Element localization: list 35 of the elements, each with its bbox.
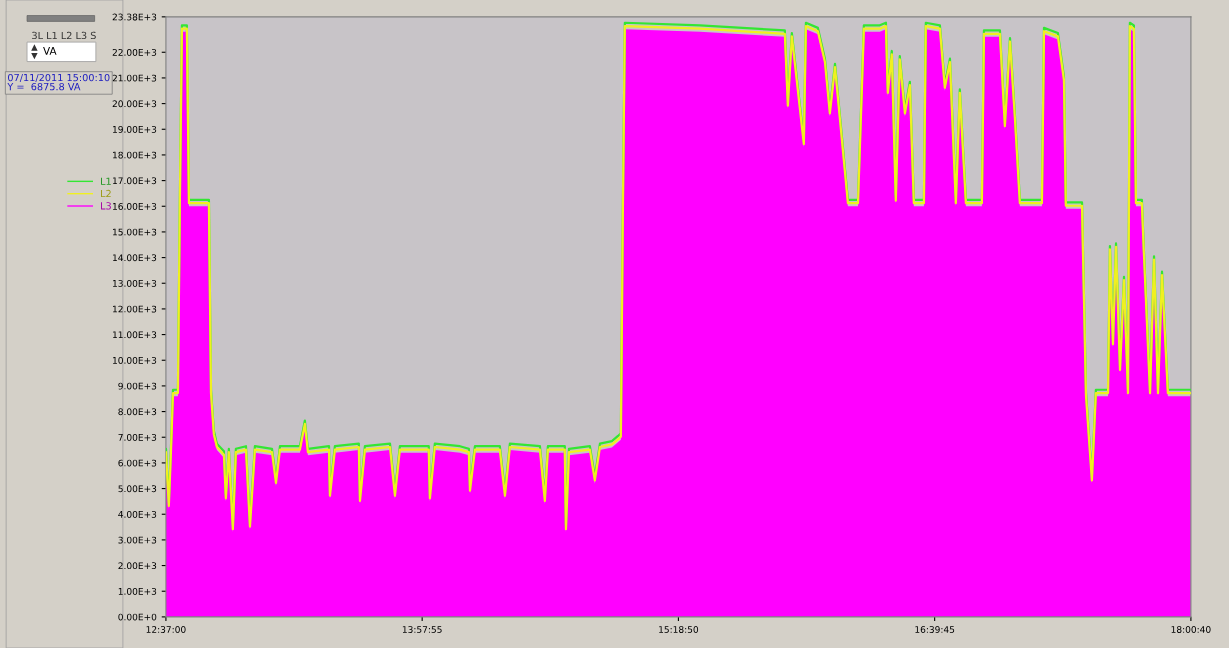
y-tick-label: 4.00E+3 <box>118 510 157 518</box>
y-tick-label: 20.00E+3 <box>112 100 157 108</box>
text: VA <box>43 47 57 55</box>
x-tick-label: 16:39:45 <box>915 626 955 633</box>
y-tick-label: 15.00E+3 <box>113 228 157 236</box>
y-tick-label: 0.00E+0 <box>118 613 157 621</box>
x-tick-label: 18:00:40 <box>1171 626 1211 633</box>
y-tick-label: 3.00E+3 <box>118 536 157 544</box>
x-tick-label: 12:37:00 <box>146 626 186 633</box>
y-tick-label: 1.00E+3 <box>118 587 157 595</box>
y-tick-label: 19.00E+3 <box>113 125 157 133</box>
y-tick-label: 23.38E+3 <box>112 13 157 21</box>
y-tick-label: 9.00E+3 <box>118 382 157 390</box>
y-tick-label: 17.00E+3 <box>113 177 157 185</box>
y-tick-label: 11.00E+3 <box>113 331 157 339</box>
y-tick-label: 6.00E+3 <box>118 459 157 467</box>
legend-label: L3 <box>101 202 111 210</box>
y-tick-label: 10.00E+3 <box>113 356 157 364</box>
x-tick-label: 13:57:55 <box>402 626 442 633</box>
y-tick-label: 21.00E+3 <box>112 74 157 82</box>
text: 3L L1 L2 L3 S <box>32 31 96 40</box>
y-tick-label: 2.00E+3 <box>118 562 157 570</box>
y-tick-label: 8.00E+3 <box>118 408 157 416</box>
y-tick-label: 22.00E+3 <box>112 49 157 56</box>
y-tick-label: 18.00E+3 <box>113 151 157 159</box>
y-tick-label: 13.00E+3 <box>113 279 157 287</box>
y-tick-label: 5.00E+3 <box>118 485 157 493</box>
legend-label: L1 <box>101 177 111 185</box>
x-tick-label: 15:18:50 <box>659 626 699 633</box>
y-tick-label: 14.00E+3 <box>113 254 157 262</box>
y-tick-label: 12.00E+3 <box>113 305 157 313</box>
y-tick-label: 16.00E+3 <box>113 202 157 210</box>
legend-label: L2 <box>101 189 111 198</box>
text: 07/11/2011 15:00:10 Y = 6875.8 VA <box>7 73 110 91</box>
y-tick-label: 7.00E+3 <box>118 433 157 441</box>
